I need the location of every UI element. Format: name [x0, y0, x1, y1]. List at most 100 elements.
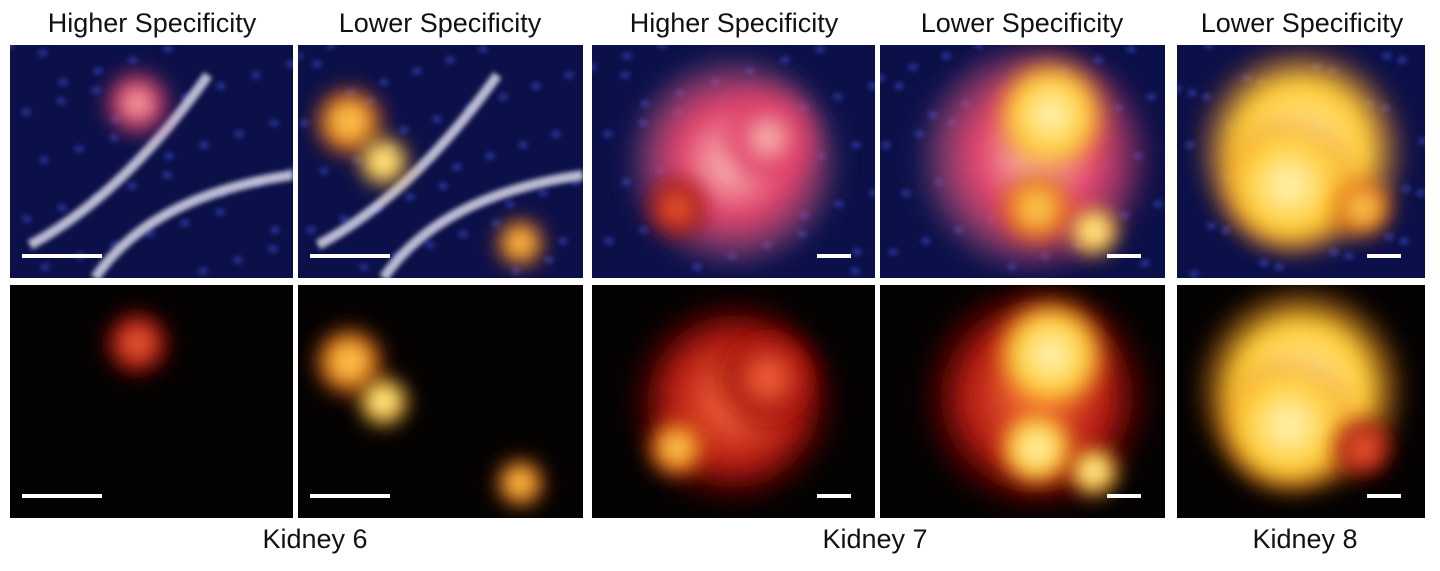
- nucleus: [56, 97, 66, 105]
- nucleus: [880, 74, 885, 82]
- signal: [988, 292, 1114, 418]
- nucleus: [432, 115, 442, 123]
- panel-content: [100, 306, 175, 381]
- nucleus: [1189, 270, 1199, 278]
- nucleus: [405, 193, 415, 201]
- panel-content: [917, 285, 1157, 517]
- nucleus: [620, 71, 630, 79]
- nucleus: [74, 145, 84, 153]
- nucleus: [657, 45, 667, 49]
- nucleus: [1204, 45, 1214, 49]
- nucleus: [1397, 56, 1407, 64]
- nucleus: [921, 237, 931, 245]
- signal: [100, 306, 175, 381]
- image-panel: [880, 285, 1165, 518]
- signal: [1328, 173, 1398, 243]
- panel-content: [592, 45, 875, 278]
- column-header: Higher Specificity: [630, 8, 839, 38]
- nucleus: [39, 156, 49, 164]
- vessel: [27, 72, 293, 278]
- signal: [355, 373, 412, 430]
- nucleus: [109, 134, 119, 142]
- nucleus: [251, 71, 261, 79]
- nucleus: [312, 60, 322, 68]
- nucleus: [1399, 237, 1409, 245]
- nucleus: [564, 71, 574, 79]
- nucleus: [306, 226, 316, 234]
- nucleus: [359, 263, 369, 271]
- nucleus: [622, 52, 632, 60]
- nucleus: [298, 52, 303, 60]
- nucleus: [592, 63, 597, 71]
- nucleus: [485, 152, 495, 160]
- image-panel: [592, 285, 875, 518]
- nucleus: [833, 93, 843, 101]
- signal: [642, 414, 711, 483]
- signal: [100, 66, 175, 141]
- nucleus: [1384, 233, 1394, 241]
- signal: [710, 321, 825, 435]
- nucleus: [1416, 189, 1425, 197]
- nucleus: [163, 45, 173, 53]
- nucleus: [269, 119, 279, 127]
- nucleus: [215, 208, 225, 216]
- signal: [1214, 110, 1363, 260]
- nucleus: [505, 200, 515, 208]
- signal: [1065, 202, 1123, 260]
- panel-content: [1177, 45, 1425, 278]
- panel-content: [625, 293, 842, 510]
- nucleus: [234, 130, 244, 138]
- nucleus: [93, 67, 103, 75]
- column-header: Lower Specificity: [921, 8, 1124, 38]
- panel-content: [298, 45, 583, 278]
- nucleus: [180, 219, 190, 227]
- signal: [994, 405, 1080, 491]
- image-panel: [10, 285, 293, 518]
- nucleus: [558, 237, 568, 245]
- nucleus: [888, 248, 898, 256]
- image-panel: [1177, 285, 1425, 518]
- nucleus: [216, 82, 226, 90]
- nucleus: [551, 130, 561, 138]
- nucleus: [1126, 45, 1136, 53]
- nucleus: [851, 141, 861, 149]
- signal: [491, 454, 549, 512]
- nucleus: [1259, 259, 1269, 267]
- nucleus: [974, 45, 984, 49]
- nucleus: [399, 126, 409, 134]
- nucleus: [1187, 89, 1197, 97]
- nucleus: [894, 82, 904, 90]
- nucleus: [162, 171, 172, 179]
- nucleus: [40, 263, 50, 271]
- nucleus: [1206, 222, 1216, 230]
- signal: [1328, 413, 1398, 483]
- nucleus: [869, 189, 875, 197]
- nucleus: [21, 108, 31, 116]
- nucleus: [478, 45, 488, 53]
- nucleus: [299, 119, 309, 127]
- nucleus: [1153, 200, 1163, 208]
- nucleus: [270, 226, 280, 234]
- group-label: Kidney 6: [262, 524, 367, 554]
- group-label: Kidney 7: [822, 524, 927, 554]
- signal: [355, 133, 412, 190]
- nucleus: [10, 45, 15, 49]
- image-panel: [298, 285, 583, 518]
- nucleus: [518, 141, 528, 149]
- image-panel: [298, 45, 583, 278]
- nucleus: [445, 56, 455, 64]
- nucleus: [233, 256, 243, 264]
- panel-content: [880, 45, 1163, 278]
- nucleus: [425, 241, 435, 249]
- signal: [642, 174, 711, 243]
- image-panel: [1177, 45, 1425, 278]
- nucleus: [604, 237, 614, 245]
- nucleus: [1382, 52, 1392, 60]
- nucleus: [1146, 93, 1156, 101]
- panel-content: [1191, 285, 1411, 500]
- nucleus: [852, 248, 862, 256]
- signal: [1065, 442, 1123, 500]
- nucleus: [1177, 85, 1182, 93]
- nucleus: [128, 56, 138, 64]
